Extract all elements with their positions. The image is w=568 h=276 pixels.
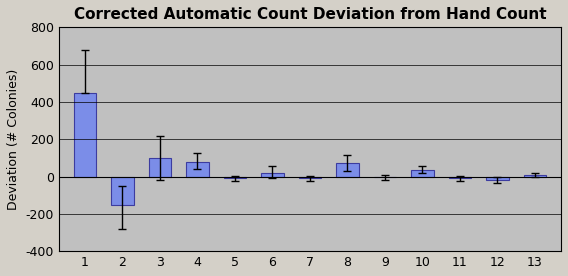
Bar — [411, 170, 433, 177]
Bar — [74, 92, 96, 177]
Title: Corrected Automatic Count Deviation from Hand Count: Corrected Automatic Count Deviation from… — [74, 7, 546, 22]
Bar — [449, 177, 471, 178]
Bar — [299, 177, 321, 178]
Bar — [486, 177, 508, 180]
Bar — [186, 162, 208, 177]
Bar — [111, 177, 133, 205]
Bar — [524, 175, 546, 177]
Bar — [224, 177, 246, 178]
Bar — [336, 163, 358, 177]
Bar — [261, 173, 283, 177]
Bar — [149, 158, 171, 177]
Y-axis label: Deviation (# Colonies): Deviation (# Colonies) — [7, 69, 20, 210]
